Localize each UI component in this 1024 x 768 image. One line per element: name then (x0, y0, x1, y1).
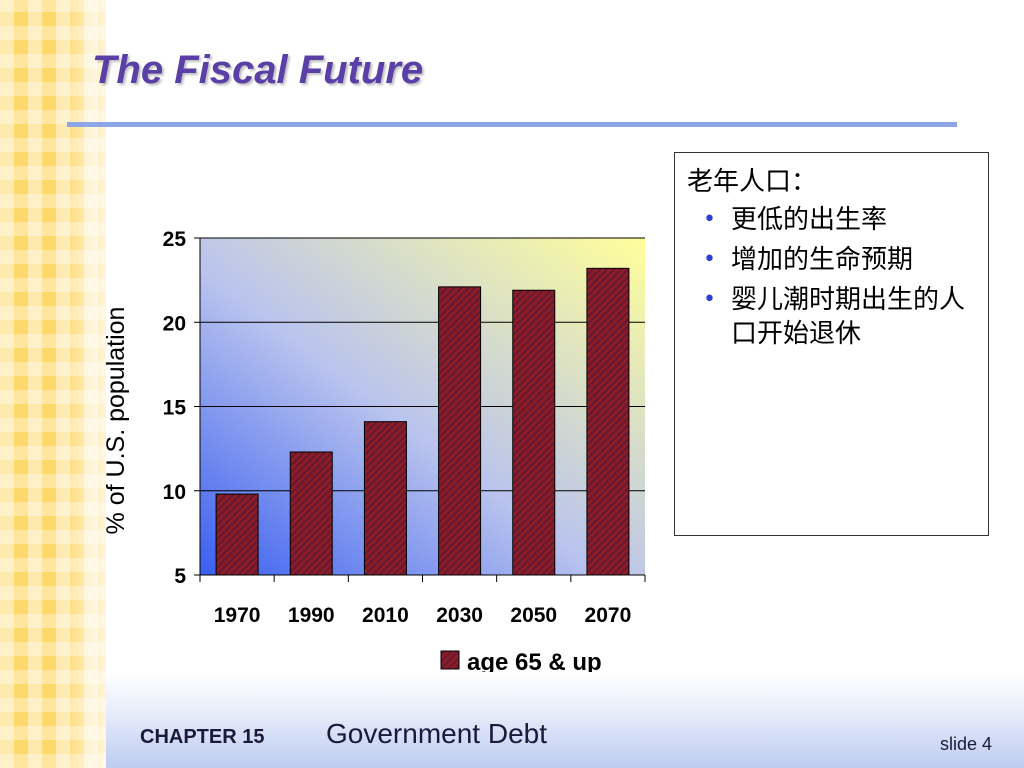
notes-bullet-item: • 婴儿潮时期出生的人口开始退休 (687, 283, 978, 351)
bar (363, 421, 407, 576)
bar (512, 289, 556, 576)
bar (438, 286, 482, 576)
left-decorative-stripe (0, 0, 106, 768)
footer-subject: Government Debt (326, 718, 547, 749)
x-tick-label: 1990 (288, 604, 335, 627)
bullet-dot-icon: • (703, 247, 716, 272)
bullet-dot-icon: • (703, 287, 716, 312)
footer-band (106, 672, 1024, 768)
x-tick-label: 2050 (510, 604, 557, 627)
title-underline (67, 122, 957, 127)
stripe-fade (0, 0, 106, 768)
y-tick-label: 5 (174, 565, 186, 588)
x-tick-label: 2070 (585, 604, 632, 627)
y-tick-label: 10 (163, 481, 186, 504)
bar (586, 267, 630, 576)
y-tick-label: 15 (163, 397, 187, 420)
notes-bullet-item: • 增加的生命预期 (687, 243, 978, 277)
legend-label: age 65 & up (467, 649, 602, 676)
bullet-dot-icon: • (703, 207, 716, 232)
notes-bullet-text: 增加的生命预期 (731, 245, 914, 275)
slide-title: The Fiscal Future (92, 48, 424, 92)
y-tick-label: 25 (163, 228, 187, 251)
legend-swatch (440, 650, 460, 670)
x-tick-label: 1970 (214, 604, 261, 627)
notes-list: • 更低的出生率 • 增加的生命预期 • 婴儿潮时期出生的人口开始退休 (687, 203, 978, 351)
footer-slide-number: slide 4 (940, 734, 993, 754)
bar (215, 493, 259, 576)
y-axis-label: % of U.S. population (102, 307, 130, 535)
bar (289, 451, 333, 576)
x-tick-label: 2010 (362, 604, 409, 627)
y-tick-label: 20 (163, 312, 186, 335)
x-tick-label: 2030 (436, 604, 483, 627)
notes-box: 老年人口： • 更低的出生率 • 增加的生命预期 • 婴儿潮时期出生的人口开始退休 (674, 152, 989, 536)
footer-chapter: CHAPTER 15 (140, 726, 265, 748)
notes-bullet-item: • 更低的出生率 (687, 203, 978, 237)
notes-bullet-text: 更低的出生率 (731, 205, 888, 235)
bar-chart: 5 10 15 20 25 1970 1990 2010 2030 2050 2070 % of U.… (102, 228, 646, 676)
notes-bullet-text: 婴儿潮时期出生的人口开始退休 (731, 285, 966, 349)
notes-heading: 老年人口： (687, 167, 818, 197)
